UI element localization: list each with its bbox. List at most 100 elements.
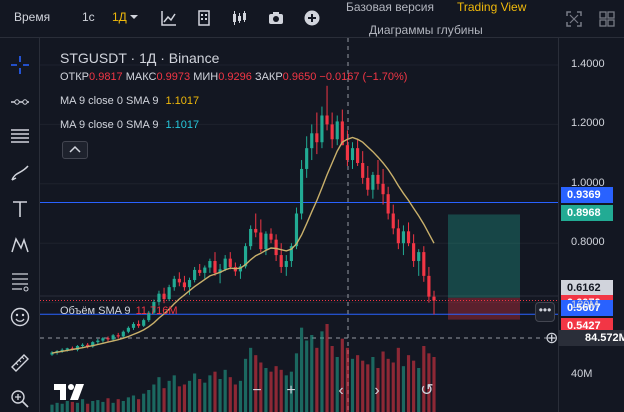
candle-body (116, 335, 120, 337)
volume-bar (228, 377, 232, 412)
volume-bar (254, 355, 258, 412)
candle-body (147, 312, 151, 321)
price-label: 0.9369 (561, 186, 613, 203)
candle-body (193, 269, 197, 281)
candle-body (208, 261, 212, 268)
zoom-out-button[interactable]: − (252, 382, 262, 399)
position-profit-zone (448, 214, 520, 298)
volume-bar (401, 366, 406, 412)
camera-icon[interactable] (267, 9, 285, 27)
interval-1s[interactable]: 1с (82, 10, 95, 24)
tradingview-logo[interactable] (52, 378, 92, 406)
time-label[interactable]: Время (14, 10, 51, 24)
candle-body (137, 323, 141, 326)
candle-body (427, 275, 431, 297)
candle-body (152, 302, 156, 313)
fib-icon[interactable] (9, 125, 31, 147)
expand-icon[interactable] (565, 10, 583, 28)
tab-tradingview[interactable]: Trading View (457, 0, 527, 14)
volume-bar (361, 360, 365, 412)
crosshair-icon[interactable] (9, 54, 31, 76)
volume-bar (101, 401, 105, 412)
volume-bar (320, 331, 324, 412)
measure-icon[interactable] (9, 270, 31, 292)
candles-icon[interactable] (230, 9, 248, 27)
volume-bar (187, 380, 192, 412)
volume-bar (305, 340, 309, 412)
candle-body (187, 280, 192, 288)
volume-bar (396, 347, 400, 412)
interval-active[interactable]: 1Д (112, 10, 127, 24)
candle-body (284, 261, 288, 267)
building-icon[interactable] (195, 9, 213, 27)
candle-body (182, 282, 187, 288)
tab-basic[interactable]: Базовая версия (346, 0, 434, 14)
candle-body (198, 269, 202, 273)
volume-bar (294, 353, 299, 412)
scroll-left-button[interactable]: ‹ (338, 382, 344, 399)
candle-body (223, 258, 227, 270)
ruler-icon[interactable] (9, 352, 31, 374)
indicators-icon[interactable] (160, 9, 178, 27)
price-axis[interactable]: 1.40001.20001.00000.80000.60000.40000.93… (545, 38, 624, 412)
candle-body (243, 246, 248, 267)
collapse-legend-button[interactable] (62, 141, 88, 159)
trendline-icon[interactable] (9, 91, 31, 113)
candle-body (310, 133, 314, 149)
volume-tick: 120M (571, 299, 599, 311)
price-label: 0.5427 (561, 317, 613, 334)
tab-depth[interactable]: Диаграммы глубины (369, 23, 483, 37)
reset-icon[interactable]: ↺ (420, 382, 434, 399)
volume-bar (340, 338, 344, 412)
pattern-icon[interactable] (9, 234, 31, 256)
ma2-legend[interactable]: MA 9 close 0 SMA 9 1.1017 (60, 119, 199, 131)
volume-bar (86, 403, 90, 412)
volume-bar (381, 351, 385, 412)
more-options-button[interactable]: ••• (535, 302, 555, 322)
price-tick: 0.8000 (571, 236, 605, 249)
scroll-right-button[interactable]: › (374, 382, 380, 399)
ma-line (51, 136, 435, 354)
volume-legend[interactable]: Объём SMA 9 11.716M (60, 305, 178, 317)
candle-body (345, 145, 349, 161)
candle-body (320, 115, 324, 143)
top-toolbar: Время 1с 1Д Базовая версия Trading View … (0, 0, 624, 38)
candle-body (417, 252, 421, 262)
volume-bar (427, 353, 431, 412)
zoom-in-button[interactable]: + (286, 382, 296, 399)
add-icon[interactable] (303, 9, 321, 27)
volume-bar (299, 327, 304, 412)
volume-bar (55, 402, 59, 412)
grid-icon[interactable] (598, 10, 616, 28)
text-icon[interactable] (9, 198, 31, 220)
candle-body (289, 246, 293, 262)
zoom-in-icon[interactable] (9, 388, 31, 410)
volume-bar (356, 355, 360, 412)
volume-value: 11.716M (135, 305, 178, 317)
volume-bar (233, 384, 237, 412)
candle-body (218, 269, 222, 273)
candle-body (228, 258, 232, 267)
candle-body (65, 348, 69, 350)
chevron-down-icon[interactable] (128, 11, 140, 23)
candle-body (80, 344, 85, 346)
candle-body (366, 177, 370, 190)
volume-bar (376, 368, 380, 412)
ma1-legend[interactable]: MA 9 close 0 SMA 9 1.1017 (60, 95, 199, 107)
candle-body (238, 266, 243, 272)
brush-icon[interactable] (9, 162, 31, 184)
zoom-bar: − + ‹ › ↺ (244, 378, 444, 404)
smiley-icon[interactable] (9, 306, 31, 328)
low-label: МИН (193, 71, 219, 83)
price-chart[interactable] (40, 38, 558, 412)
volume-bar (172, 375, 176, 412)
candle-body (432, 296, 436, 301)
add-alert-icon[interactable]: ⊕ (545, 330, 559, 347)
candle-body (213, 261, 217, 273)
volume-bar (147, 390, 151, 412)
price-tick: 1.4000 (571, 58, 605, 70)
open-value: 0.9817 (89, 71, 123, 83)
volume-bar (269, 371, 273, 412)
volume-bar (137, 399, 141, 412)
ma1-label: MA 9 close 0 SMA 9 (60, 95, 159, 107)
